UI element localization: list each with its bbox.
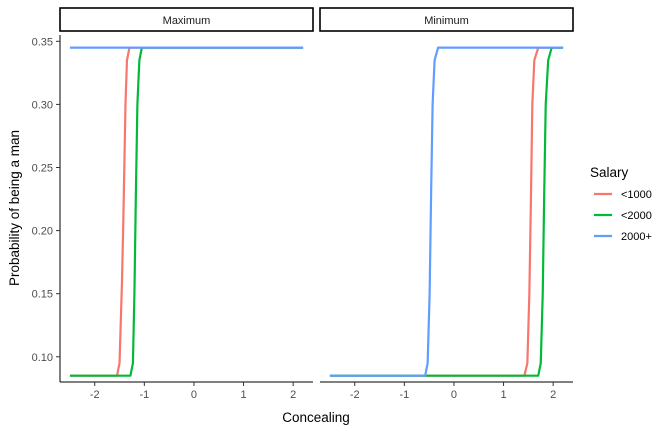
strip-minimum bbox=[319, 7, 574, 32]
series-line-minimum-2 bbox=[329, 46, 564, 377]
x-tick-label: -2 bbox=[350, 389, 360, 401]
y-tick-label: 0.35 bbox=[32, 36, 53, 48]
legend-label: 2000+ bbox=[621, 231, 652, 243]
panel-minimum-lines bbox=[329, 46, 564, 377]
y-tick-label: 0.15 bbox=[32, 289, 53, 301]
x-tick-label: 1 bbox=[500, 389, 506, 401]
y-ticks: 0.10 0.15 0.20 0.25 0.30 0.35 bbox=[32, 36, 60, 364]
y-tick-label: 0.20 bbox=[32, 226, 53, 238]
legend-title: Salary bbox=[590, 165, 629, 180]
legend-entries: <1000 <2000 2000+ bbox=[594, 189, 652, 243]
legend-label: <1000 bbox=[621, 189, 652, 201]
strip-label-maximum: Maximum bbox=[163, 15, 211, 27]
y-axis-title: Probability of being a man bbox=[7, 130, 22, 286]
y-tick-label: 0.10 bbox=[32, 352, 53, 364]
legend: Salary <1000 <2000 2000+ bbox=[590, 165, 652, 243]
x-tick-label: 2 bbox=[290, 389, 296, 401]
panel-minimum: Minimum -2 -1 0 1 2 bbox=[319, 7, 574, 401]
series-line-minimum-1 bbox=[329, 46, 564, 377]
series-line-maximum-1 bbox=[69, 46, 304, 377]
x-tick-label: 0 bbox=[451, 389, 457, 401]
x-ticks-minimum: -2 -1 0 1 2 bbox=[350, 382, 556, 401]
x-ticks-maximum: -2 -1 0 1 2 bbox=[90, 382, 296, 401]
series-line-minimum-0 bbox=[329, 46, 564, 377]
series-line-maximum-0 bbox=[69, 46, 304, 377]
y-tick-label: 0.25 bbox=[32, 162, 53, 174]
y-tick-label: 0.30 bbox=[32, 99, 53, 111]
panel-maximum: Maximum -2 -1 0 1 2 bbox=[59, 7, 314, 401]
panel-maximum-lines bbox=[69, 46, 304, 377]
x-tick-label: -2 bbox=[90, 389, 100, 401]
strip-maximum bbox=[59, 7, 314, 32]
x-axis-title: Concealing bbox=[282, 410, 350, 425]
x-tick-label: -1 bbox=[139, 389, 149, 401]
x-tick-label: 1 bbox=[240, 389, 246, 401]
x-tick-label: -1 bbox=[399, 389, 409, 401]
x-tick-label: 2 bbox=[550, 389, 556, 401]
strip-label-minimum: Minimum bbox=[424, 15, 469, 27]
legend-label: <2000 bbox=[621, 210, 652, 222]
x-tick-label: 0 bbox=[191, 389, 197, 401]
